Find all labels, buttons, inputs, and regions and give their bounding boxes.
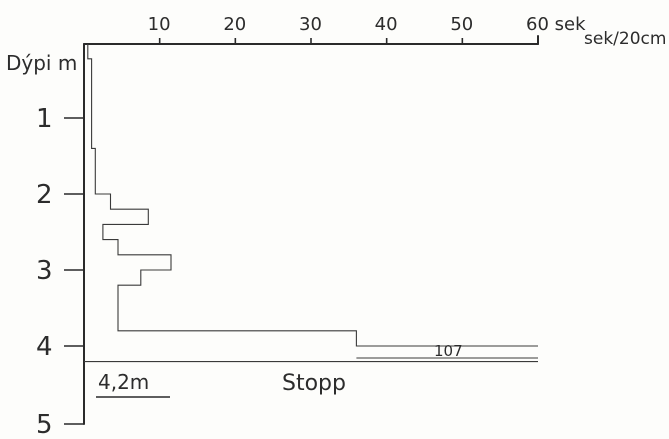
x-tick-label: 50 (450, 14, 473, 35)
axes (83, 35, 539, 425)
x-tick-label: 30 (299, 14, 322, 35)
x-tick-label: 60 sek (526, 14, 586, 35)
overflow-value-label: 107 (434, 342, 463, 360)
x-ticks: 10 20 30 40 50 60 sek (148, 14, 586, 44)
x-axis-label: sek/20cm (584, 29, 666, 49)
y-axis-label: Dýpi m (6, 51, 77, 75)
y-ticks: 1 2 3 4 5 (36, 104, 84, 439)
y-tick-label: 5 (36, 410, 53, 439)
series-group (84, 44, 538, 363)
y-tick-label: 4 (36, 332, 53, 362)
y-tick-label: 2 (36, 180, 53, 210)
x-tick-label: 20 (223, 14, 246, 35)
y-tick-label: 1 (36, 104, 53, 134)
y-tick-label: 3 (36, 256, 53, 286)
x-tick-label: 40 (375, 14, 398, 35)
stop-depth-label: 4,2m (98, 370, 149, 394)
resistance-step-line (87, 44, 538, 347)
x-tick-label: 10 (148, 14, 171, 35)
stop-label: Stopp (282, 371, 346, 396)
